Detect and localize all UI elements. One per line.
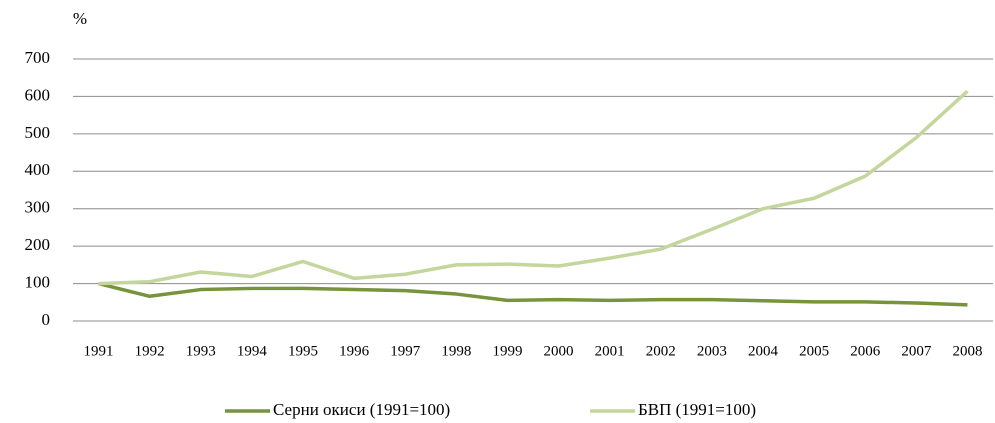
- x-tick-label: 1995: [288, 343, 318, 359]
- legend-label: БВП (1991=100): [638, 400, 756, 419]
- y-tick-label: 500: [25, 123, 51, 142]
- y-tick-label: 200: [25, 235, 51, 254]
- x-tick-label: 1999: [492, 343, 522, 359]
- x-tick-label: 1997: [390, 343, 421, 359]
- y-axis-label: %: [73, 9, 87, 28]
- x-tick-label: 2003: [697, 343, 727, 359]
- line-series: [98, 89, 969, 286]
- x-tick-label: 1998: [441, 343, 471, 359]
- x-tick-label: 2008: [952, 343, 982, 359]
- y-tick-label: 400: [25, 160, 51, 179]
- x-tick-label: 2001: [595, 343, 625, 359]
- y-tick-label: 600: [25, 85, 51, 104]
- x-tick-label: 1994: [237, 343, 268, 359]
- y-tick-label: 100: [25, 272, 51, 291]
- x-tick-label: 1992: [135, 343, 165, 359]
- legend-label: Серни окиси (1991=100): [273, 400, 450, 419]
- x-tick-label: 2002: [646, 343, 676, 359]
- y-tick-label: 0: [42, 310, 51, 329]
- x-tick-label: 2007: [901, 343, 932, 359]
- x-tick-label: 2000: [544, 343, 574, 359]
- x-tick-label: 1991: [84, 343, 114, 359]
- y-tick-label: 700: [25, 48, 51, 67]
- y-tick-label: 300: [25, 198, 51, 217]
- x-tick-label: 1996: [339, 343, 370, 359]
- x-tick-label: 2005: [799, 343, 829, 359]
- x-tick-label: 2006: [850, 343, 881, 359]
- x-tick-label: 2004: [748, 343, 779, 359]
- x-tick-label: 1993: [186, 343, 216, 359]
- line-series: [98, 281, 968, 307]
